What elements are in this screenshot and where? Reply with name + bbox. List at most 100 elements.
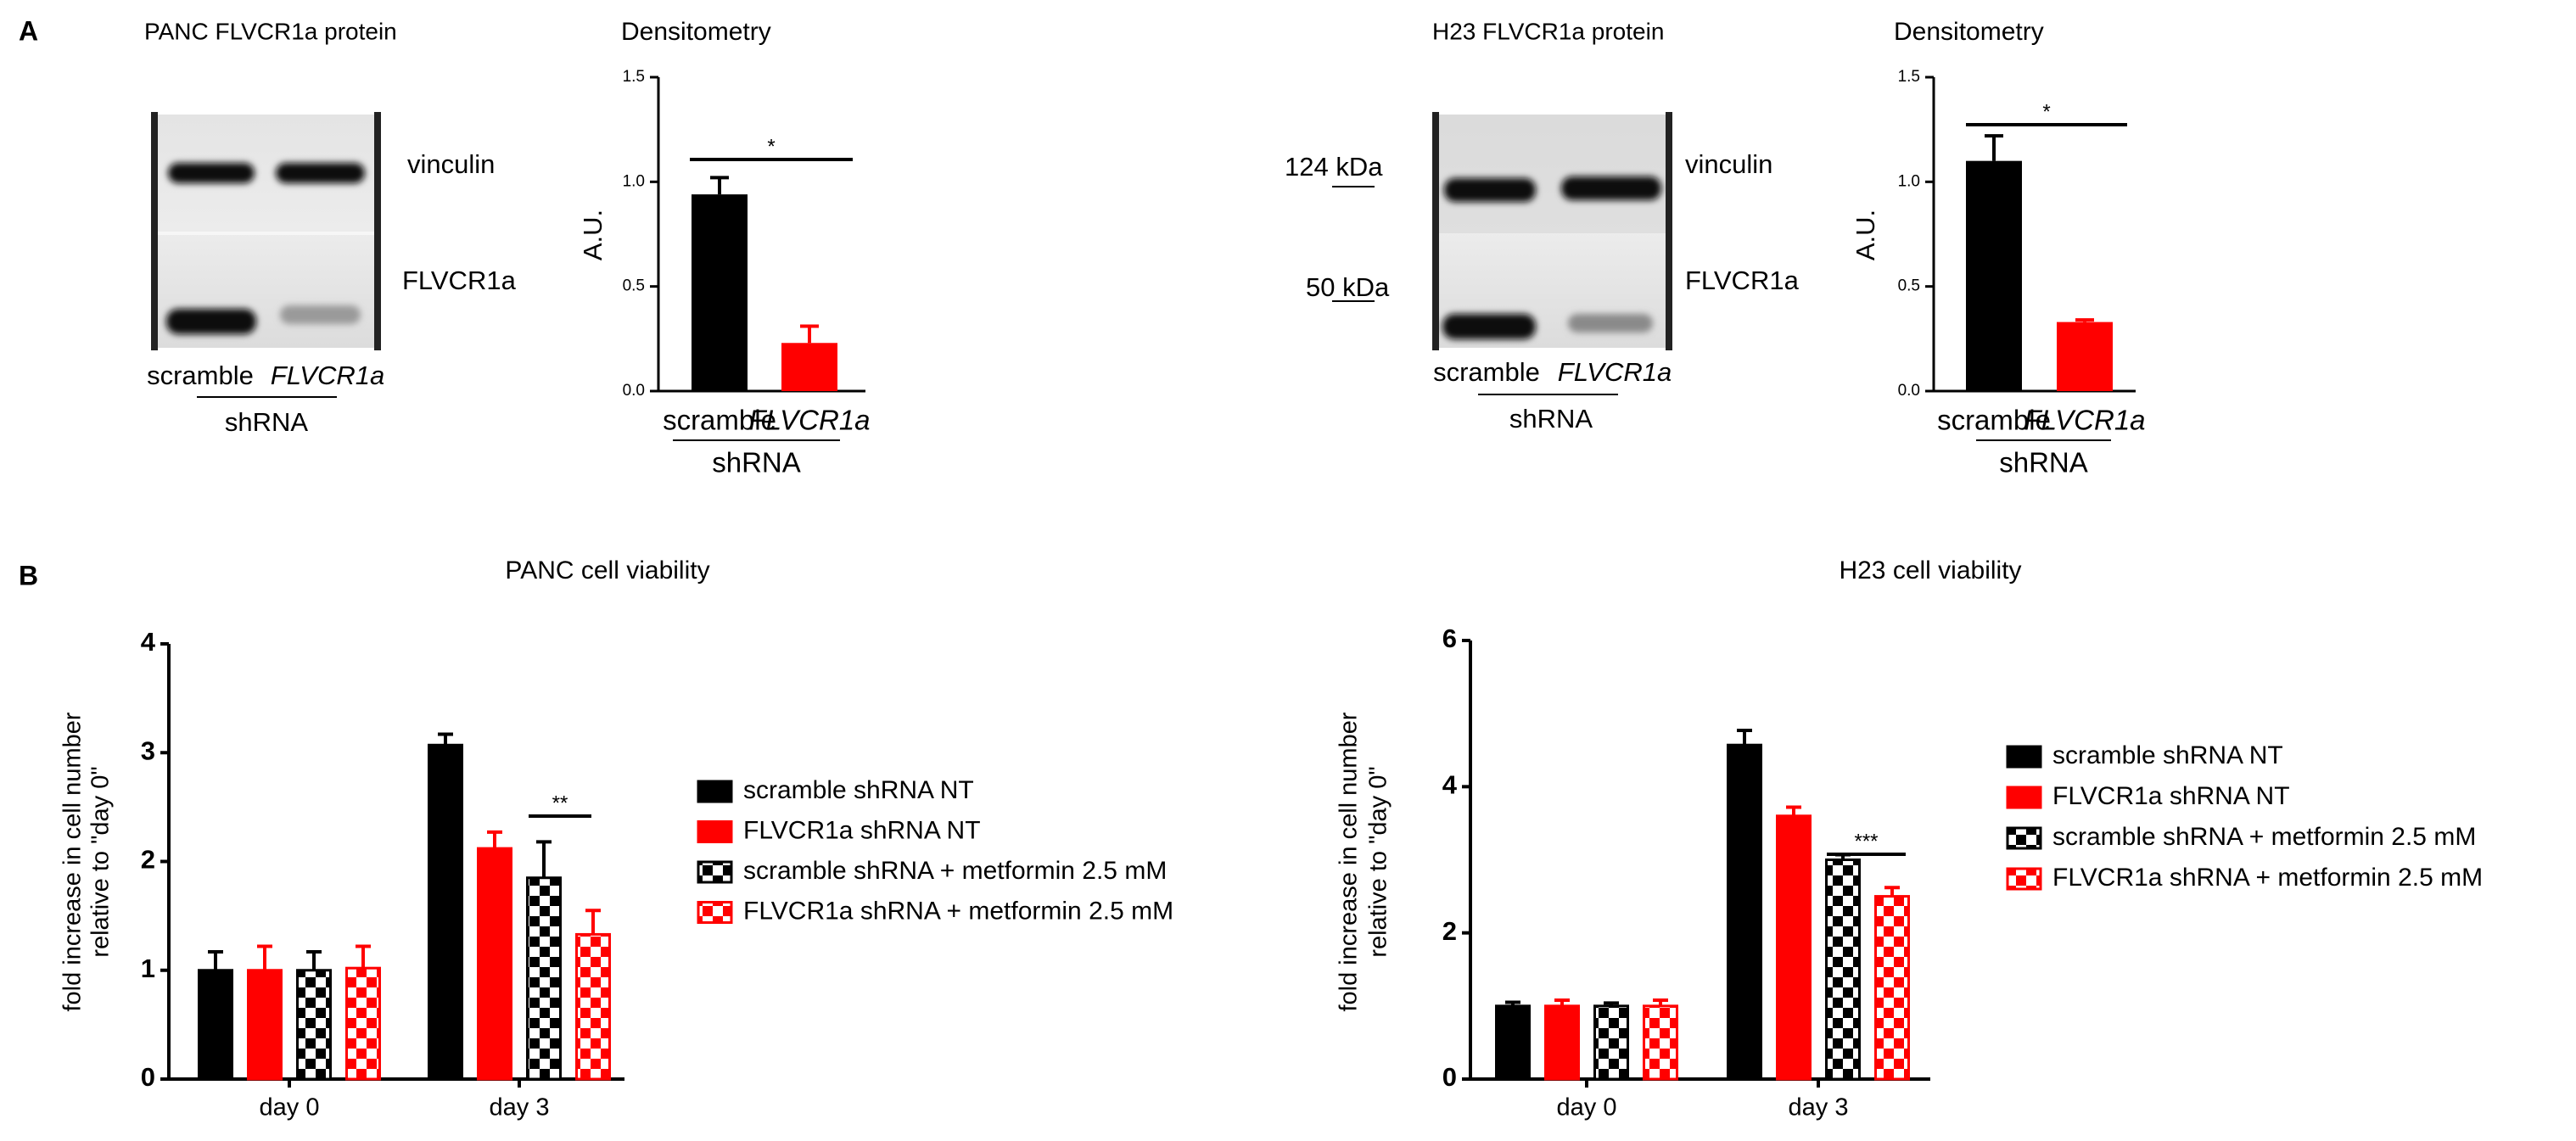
x-tick-label: day 3 [1789,1094,1849,1121]
y-tick-label: 0.5 [623,277,645,295]
band [276,163,365,183]
bar [296,969,332,1081]
error-bar [438,732,453,746]
bar [526,876,562,1081]
y-tick-label: 2 [141,845,155,875]
blot: H23 FLVCR1a protein 124 kDa 50 kDa vincu… [1285,18,1800,433]
chart: Densitometry A.U. 0.0 0.5 1.0 1.5 scrambleFLVC… [578,18,870,478]
error-bar [800,324,819,344]
bar [1825,859,1861,1081]
chart-title: Densitometry [1894,18,2044,46]
significance-label: ** [552,791,568,814]
x-tick-label: FLVCR1a [748,405,870,436]
bar [781,343,837,391]
y-axis-label: fold increase in cell number [1336,712,1363,1011]
bar [2057,322,2113,391]
legend-label: scramble shRNA NT [2052,741,2283,769]
y-axis-label: relative to "day 0" [87,766,115,957]
bar [575,932,611,1081]
legend-swatch [2006,745,2042,769]
legend-label: FLVCR1a shRNA + metformin 2.5 mM [2052,864,2483,892]
bar [1727,743,1762,1081]
bar [1966,160,2022,391]
chart-title: Densitometry [621,18,771,46]
error-bar [1884,886,1900,897]
blot-border [374,112,381,350]
blot-shade [1439,115,1666,233]
band [168,163,255,183]
band [1444,178,1536,202]
bar [198,969,233,1081]
bar [477,847,512,1081]
y-axis-label: A.U. [1851,210,1880,260]
band [1442,314,1536,339]
y-tick-label: 4 [1442,770,1458,800]
bar [1495,1004,1531,1081]
blot-border [1666,112,1672,350]
legend-swatch [697,780,733,803]
band-label: FLVCR1a [1685,266,1800,295]
y-tick-label: 0 [1442,1062,1457,1092]
chart-title: H23 cell viability [1839,557,2021,584]
y-tick-label: 0.5 [1898,277,1920,295]
band [1568,314,1653,333]
group-label: shRNA [712,447,801,478]
error-bar [710,176,729,195]
chart: H23 cell viability fold increase in cell … [1336,557,2483,1121]
marker-label: 50 kDa [1306,272,1390,302]
band [1561,176,1661,200]
group-label: shRNA [225,407,309,437]
lane-label: scramble [147,361,254,390]
x-tick-label: FLVCR1a [2024,405,2145,436]
legend-label: scramble shRNA + metformin 2.5 mM [743,857,1167,885]
lane-label: scramble [1433,357,1540,387]
blot-title: PANC FLVCR1a protein [144,18,397,44]
x-tick-label: scramble [663,405,776,436]
legend-label: FLVCR1a shRNA NT [2052,782,2290,810]
panel-label: B [19,560,38,590]
legend-label: scramble shRNA + metformin 2.5 mM [2052,823,2476,851]
y-tick-label: 3 [141,735,155,765]
legend-swatch [2006,867,2042,891]
x-tick-label: day 0 [1557,1094,1617,1121]
y-tick-label: 2 [1442,916,1457,946]
y-axis-label: fold increase in cell number [59,712,87,1011]
bar [247,969,283,1081]
blot-border [151,112,158,350]
y-tick-label: 0 [141,1062,155,1092]
blot-title: H23 FLVCR1a protein [1432,18,1664,44]
error-bar [1786,805,1801,816]
x-tick-label: day 0 [260,1094,320,1121]
band [280,305,361,324]
legend-swatch [697,820,733,843]
bar [1776,814,1812,1081]
significance-label: * [2042,100,2050,123]
band-label: vinculin [407,149,495,179]
error-bar [306,949,322,970]
bar [428,743,463,1081]
y-tick-label: 1 [141,954,155,983]
error-bar [257,944,272,970]
y-tick-label: 6 [1442,624,1457,653]
lane-label: FLVCR1a [271,361,384,390]
error-bar [2075,318,2094,322]
band-label: vinculin [1685,149,1772,179]
significance-label: * [767,135,775,158]
panel-label: A [19,15,38,46]
legend-label: FLVCR1a shRNA + metformin 2.5 mM [743,897,1173,925]
lane-label: FLVCR1a [1558,357,1672,387]
legend-label: FLVCR1a shRNA NT [743,816,981,844]
error-bar [1985,134,2003,161]
band-label: FLVCR1a [402,266,517,295]
legend-label: scramble shRNA NT [743,776,974,804]
y-axis-label: A.U. [578,210,608,260]
chart-title: PANC cell viability [505,557,709,584]
y-tick-label: 1.5 [1898,68,1920,86]
y-tick-label: 4 [141,627,156,657]
bar [1593,1004,1629,1081]
error-bar [1737,728,1752,746]
legend-swatch [2006,786,2042,809]
blot-border [1432,112,1439,350]
